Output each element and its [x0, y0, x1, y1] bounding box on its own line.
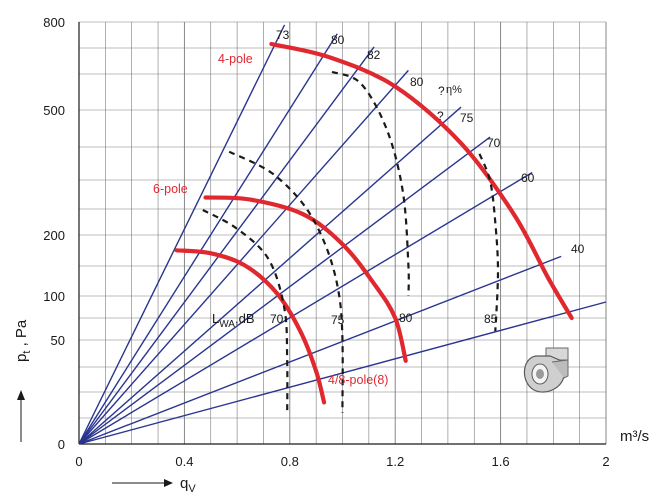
- x-tick-label: 0.8: [281, 454, 299, 469]
- question-mark: ?: [437, 109, 444, 123]
- efficiency-line: [78, 33, 338, 445]
- efficiency-value-label: 73: [276, 28, 290, 42]
- efficiency-value-label: 75: [460, 111, 474, 125]
- axes: 0 0.4 0.8 1.2 1.6 2 0 50 100 200 500 800: [43, 15, 609, 469]
- efficiency-line: [78, 46, 375, 445]
- efficiency-line: [78, 24, 286, 445]
- efficiency-lines: [78, 24, 607, 445]
- motor-curve-label-4-pole: 4-pole: [218, 52, 253, 66]
- sound-level-curve: [202, 209, 289, 413]
- x-tick-label: 2: [602, 454, 609, 469]
- motor-curve: [174, 248, 327, 405]
- sound-level-curve: [331, 70, 410, 297]
- y-tick-label: 800: [43, 15, 65, 30]
- motor-curve-label-4-8-pole: 4/8-pole(8): [328, 373, 388, 387]
- question-mark: ?: [438, 84, 445, 98]
- sound-level-value-label: 85: [484, 312, 498, 326]
- efficiency-symbol: η%: [446, 84, 462, 96]
- sound-level-value-label: 70: [270, 312, 284, 326]
- sound-level-curves: [202, 70, 500, 413]
- motor-curve: [203, 195, 408, 363]
- efficiency-value-label: 82: [367, 48, 381, 62]
- grid: [78, 21, 607, 445]
- efficiency-value-label: 70: [487, 136, 501, 150]
- sound-level-value-label: 80: [399, 311, 413, 325]
- chart-labels: 4-pole 6-pole 4/8-pole(8) 73 80 82 80 75…: [13, 28, 649, 493]
- sound-level-curve: [228, 150, 344, 413]
- efficiency-line: [78, 69, 409, 445]
- y-tick-label: 200: [43, 228, 65, 243]
- sound-level-title: LWA,dB: [212, 311, 255, 330]
- motor-curve: [269, 41, 574, 321]
- motor-curves: [174, 41, 574, 405]
- efficiency-value-label: 80: [410, 75, 424, 89]
- svg-text:qV: qV: [180, 475, 196, 493]
- x-unit-label: m³/s: [620, 428, 649, 445]
- motor-curve-label-6-pole: 6-pole: [153, 182, 188, 196]
- efficiency-line: [78, 136, 491, 445]
- sound-level-value-label: 75: [331, 313, 345, 327]
- x-axis-title: qV: [112, 475, 196, 493]
- efficiency-line: [78, 171, 533, 445]
- y-axis-title: pt , Pa: [13, 319, 33, 442]
- y-tick-label: 500: [43, 103, 65, 118]
- efficiency-value-label: 60: [521, 171, 535, 185]
- x-tick-label: 0.4: [175, 454, 193, 469]
- efficiency-value-label: 40: [571, 242, 585, 256]
- y-tick-label: 50: [51, 333, 65, 348]
- efficiency-value-label: 80: [331, 33, 345, 47]
- x-tick-label: 1.2: [386, 454, 404, 469]
- x-tick-label: 1.6: [492, 454, 510, 469]
- efficiency-line: [78, 106, 462, 445]
- sound-level-curve: [478, 153, 500, 332]
- x-tick-label: 0: [75, 454, 82, 469]
- y-tick-label: 0: [58, 437, 65, 452]
- efficiency-line: [78, 255, 562, 445]
- svg-text:pt , Pa: pt , Pa: [13, 319, 33, 362]
- centrifugal-fan-icon: [523, 347, 569, 393]
- y-tick-label: 100: [43, 289, 65, 304]
